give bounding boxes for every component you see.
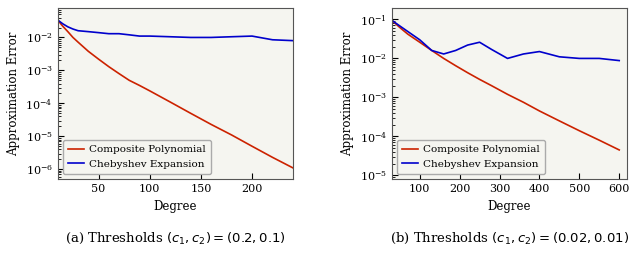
Composite Polynomial [146, 89, 154, 92]
Composite Polynomial [207, 123, 215, 126]
Chebyshev Expansion [95, 31, 102, 34]
Composite Polynomial [248, 145, 256, 148]
Chebyshev Expansion [488, 48, 495, 51]
Composite Polynomial [74, 41, 82, 44]
Composite Polynomial [125, 79, 133, 82]
Chebyshev Expansion [115, 32, 123, 35]
Composite Polynomial [136, 84, 143, 87]
Line: Composite Polynomial: Composite Polynomial [392, 20, 620, 150]
Composite Polynomial [520, 101, 527, 104]
X-axis label: Degree: Degree [154, 200, 197, 213]
Chebyshev Expansion [166, 35, 174, 38]
Chebyshev Expansion [207, 36, 215, 39]
Composite Polynomial [488, 84, 495, 87]
Text: (a) Thresholds $(c_1, c_2) = (0.2, 0.1)$: (a) Thresholds $(c_1, c_2) = (0.2, 0.1)$ [65, 231, 285, 246]
Y-axis label: Approximation Error: Approximation Error [7, 31, 20, 156]
Composite Polynomial [105, 65, 113, 68]
Y-axis label: Approximation Error: Approximation Error [341, 31, 354, 156]
Composite Polynomial [536, 109, 543, 112]
Composite Polynomial [115, 72, 123, 75]
Composite Polynomial [452, 64, 460, 67]
Composite Polynomial [464, 71, 472, 74]
Composite Polynomial [396, 26, 404, 29]
Composite Polynomial [440, 57, 447, 60]
Composite Polynomial [556, 119, 563, 122]
Line: Composite Polynomial: Composite Polynomial [58, 20, 293, 168]
Chebyshev Expansion [59, 22, 67, 25]
Composite Polynomial [428, 49, 436, 52]
Chebyshev Expansion [616, 59, 623, 62]
Chebyshev Expansion [248, 35, 256, 38]
Chebyshev Expansion [125, 33, 133, 36]
Composite Polynomial [575, 129, 583, 132]
Composite Polynomial [84, 50, 92, 53]
Chebyshev Expansion [84, 30, 92, 33]
Chebyshev Expansion [105, 32, 113, 35]
Chebyshev Expansion [504, 57, 511, 60]
Composite Polynomial [59, 25, 67, 28]
Composite Polynomial [416, 41, 424, 44]
Chebyshev Expansion [575, 57, 583, 60]
Chebyshev Expansion [69, 27, 77, 30]
Composite Polynomial [388, 19, 396, 22]
Chebyshev Expansion [556, 55, 563, 58]
Composite Polynomial [476, 78, 483, 81]
Legend: Composite Polynomial, Chebyshev Expansion: Composite Polynomial, Chebyshev Expansio… [397, 140, 545, 174]
Line: Chebyshev Expansion: Chebyshev Expansion [58, 20, 293, 41]
Composite Polynomial [595, 139, 603, 142]
Chebyshev Expansion [595, 57, 603, 60]
Chebyshev Expansion [187, 36, 195, 39]
Chebyshev Expansion [428, 49, 436, 52]
Composite Polynomial [504, 93, 511, 96]
Chebyshev Expansion [464, 44, 472, 47]
Text: (b) Thresholds $(c_1, c_2) = (0.02, 0.01)$: (b) Thresholds $(c_1, c_2) = (0.02, 0.01… [390, 231, 629, 246]
Line: Chebyshev Expansion: Chebyshev Expansion [392, 20, 620, 61]
Composite Polynomial [289, 166, 297, 169]
Composite Polynomial [228, 133, 236, 136]
Chebyshev Expansion [396, 24, 404, 27]
Composite Polynomial [404, 33, 412, 36]
Chebyshev Expansion [452, 49, 460, 52]
Chebyshev Expansion [536, 50, 543, 53]
Composite Polynomial [95, 58, 102, 61]
Composite Polynomial [269, 156, 276, 159]
Composite Polynomial [616, 148, 623, 152]
Chebyshev Expansion [54, 18, 61, 22]
Legend: Composite Polynomial, Chebyshev Expansion: Composite Polynomial, Chebyshev Expansio… [63, 140, 211, 174]
Composite Polynomial [166, 100, 174, 103]
Chebyshev Expansion [289, 39, 297, 42]
Chebyshev Expansion [440, 52, 447, 56]
Chebyshev Expansion [269, 38, 276, 41]
Chebyshev Expansion [404, 30, 412, 33]
X-axis label: Degree: Degree [488, 200, 531, 213]
Composite Polynomial [187, 112, 195, 115]
Chebyshev Expansion [416, 38, 424, 41]
Composite Polynomial [54, 18, 61, 22]
Chebyshev Expansion [388, 19, 396, 22]
Chebyshev Expansion [476, 41, 483, 44]
Chebyshev Expansion [74, 29, 82, 32]
Chebyshev Expansion [146, 35, 154, 38]
Composite Polynomial [64, 30, 72, 33]
Chebyshev Expansion [64, 25, 72, 28]
Chebyshev Expansion [228, 35, 236, 38]
Composite Polynomial [69, 36, 77, 39]
Chebyshev Expansion [136, 35, 143, 38]
Chebyshev Expansion [520, 52, 527, 56]
